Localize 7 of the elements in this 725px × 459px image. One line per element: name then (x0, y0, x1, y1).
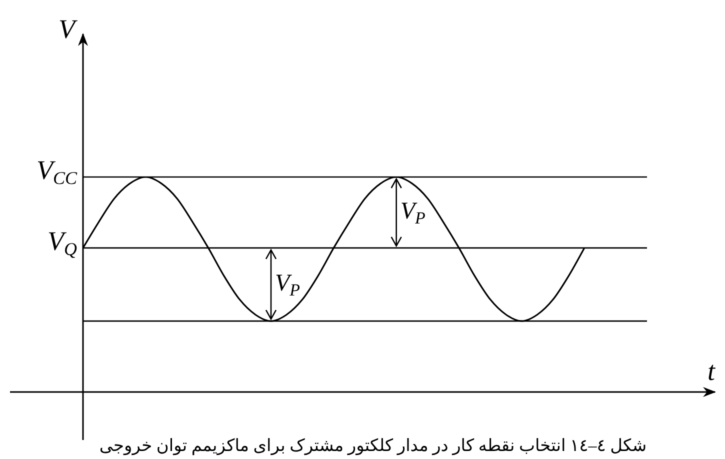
annotation: V$_{P}$ (275, 270, 300, 300)
annotation: V$_{P}$ (400, 198, 426, 228)
x-axis-title: t (707, 356, 716, 386)
text: شکل ٤–١٤ انتخاب نقطه کار در مدار کلکتور مشترک برای ماکزیمم توان خروجی (98, 436, 648, 456)
ref-line-label: V$_{CC}$ (36, 155, 78, 188)
y-axis-title: V (58, 14, 78, 44)
ref-line-label: V$_{Q}$ (48, 226, 77, 260)
